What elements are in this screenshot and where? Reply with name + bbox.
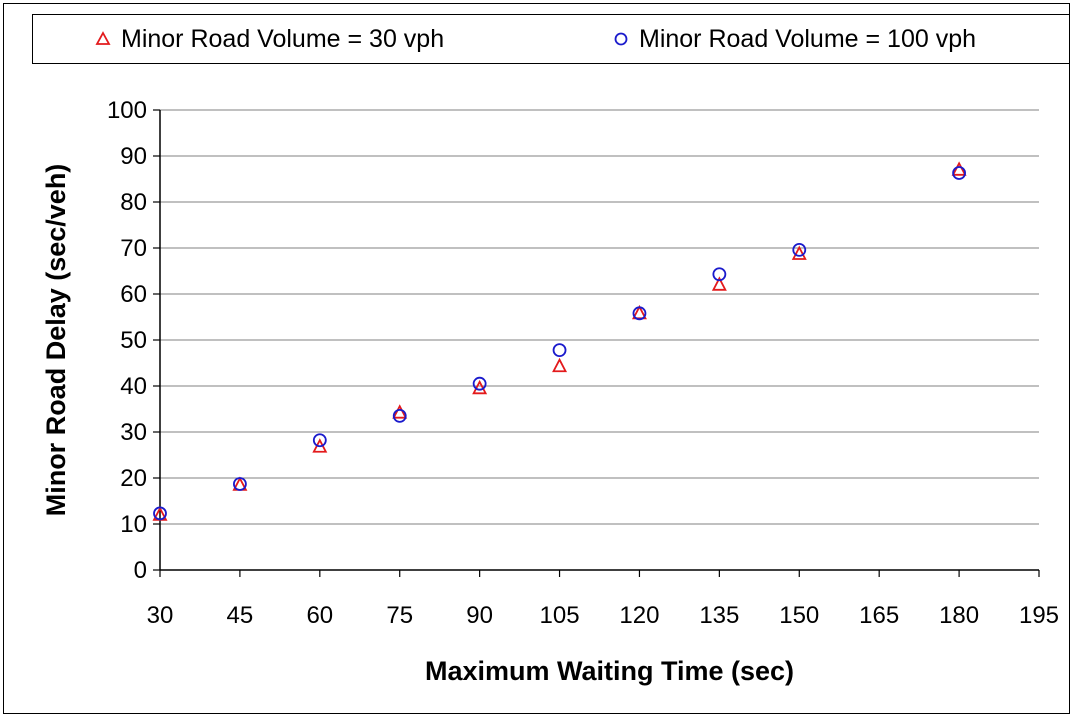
y-tick-label: 60 (120, 281, 147, 308)
legend: Minor Road Volume = 30 vph Minor Road Vo… (32, 14, 1070, 64)
y-tick-label: 10 (120, 511, 147, 538)
x-tick-label: 195 (1019, 602, 1059, 629)
x-tick-label: 165 (859, 602, 899, 629)
legend-entry-100vph: Minor Road Volume = 100 vph (611, 15, 976, 63)
gridlines (160, 109, 1039, 525)
point-series-0-x180 (951, 161, 967, 176)
data-points (152, 161, 967, 521)
y-tick-label: 30 (120, 419, 147, 446)
y-tick-label: 70 (120, 235, 147, 262)
x-tick-label: 120 (619, 602, 659, 629)
legend-label-30vph: Minor Road Volume = 30 vph (121, 24, 445, 53)
point-series-1-x90 (472, 376, 487, 391)
x-tick-label: 75 (386, 602, 413, 629)
y-tick-labels: 0 10 20 30 40 50 60 70 80 90 100 (107, 97, 147, 584)
point-series-0-x120 (631, 304, 647, 320)
x-tick-label: 30 (147, 602, 174, 629)
x-tick-label: 135 (699, 602, 739, 629)
x-tick-labels: 30 45 60 75 90 105 120 135 150 165 180 195 (147, 602, 1059, 629)
point-series-1-x30 (153, 506, 167, 521)
legend-label-100vph: Minor Road Volume = 100 vph (639, 24, 977, 53)
y-tick-label: 0 (134, 557, 147, 584)
x-tick-label: 90 (466, 602, 493, 629)
y-tick-label: 100 (107, 97, 147, 124)
y-axis-title: Minor Road Delay (sec/veh) (41, 164, 71, 517)
chart-frame (3, 3, 1070, 714)
point-series-1-x60 (312, 433, 327, 448)
legend-entry-30vph: Minor Road Volume = 30 vph (93, 15, 444, 63)
point-series-0-x90 (472, 379, 488, 395)
x-tick-label: 45 (227, 602, 254, 629)
circle-marker-icon (614, 32, 628, 46)
point-series-1-x75 (392, 408, 407, 423)
point-series-1-x135 (712, 267, 727, 282)
point-series-1-x45 (233, 477, 247, 491)
y-tick-label: 80 (120, 189, 147, 216)
point-series-0-x105 (552, 357, 568, 373)
x-tick-label: 180 (939, 602, 979, 629)
point-series-1-x105 (552, 343, 567, 358)
y-tick-label: 40 (120, 373, 147, 400)
x-tick-label: 105 (540, 602, 580, 629)
y-tick-label: 50 (120, 327, 147, 354)
point-series-1-x180 (952, 166, 966, 180)
triangle-marker-icon (95, 31, 111, 45)
y-tick-label: 20 (120, 465, 147, 492)
y-tick-label: 90 (120, 143, 147, 170)
point-series-0-x75 (392, 404, 408, 419)
x-tick-label: 60 (306, 602, 333, 629)
x-tick-label: 150 (779, 602, 819, 629)
axes (153, 109, 1040, 577)
point-series-0-x150 (791, 245, 807, 260)
x-axis-title: Maximum Waiting Time (sec) (425, 656, 794, 686)
point-series-1-x120 (632, 306, 647, 321)
point-series-0-x135 (711, 276, 727, 291)
point-series-1-x150 (792, 242, 807, 257)
